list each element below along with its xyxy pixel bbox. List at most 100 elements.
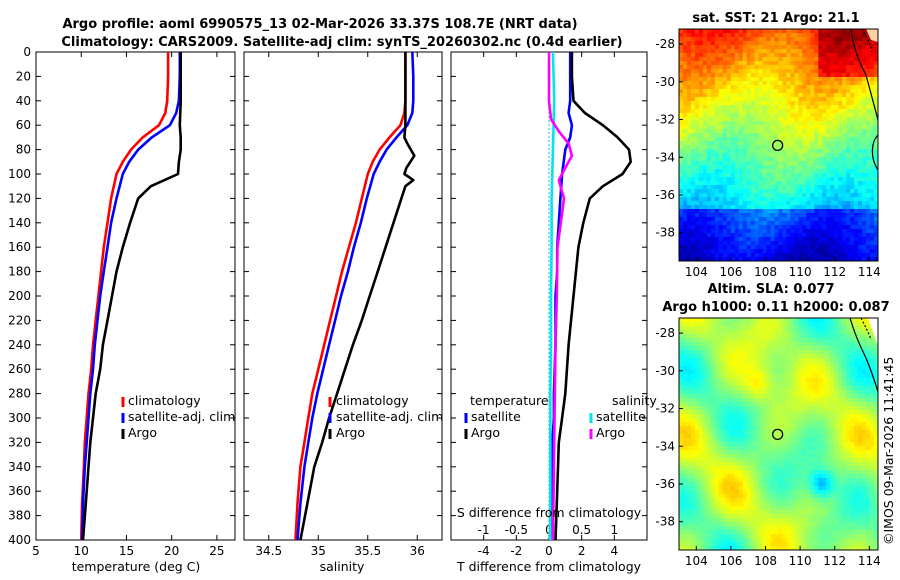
- map-cell: [698, 29, 704, 34]
- map-cell: [782, 237, 787, 242]
- map-cell: [698, 370, 704, 375]
- map-cell: [874, 137, 878, 142]
- map-cell: [798, 177, 803, 182]
- map-cell: [790, 113, 795, 118]
- map-cell: [698, 241, 704, 246]
- map-cell: [826, 105, 831, 110]
- map-cell: [870, 338, 875, 343]
- map-cell: [790, 117, 795, 122]
- map-cell: [846, 334, 851, 339]
- map-cell: [758, 133, 763, 138]
- map-cell: [734, 438, 740, 443]
- map-cell: [726, 410, 732, 415]
- map-cell: [870, 378, 875, 383]
- map-cell: [679, 394, 684, 399]
- map-cell: [734, 221, 740, 226]
- map-cell: [814, 342, 819, 347]
- map-cell: [798, 73, 803, 78]
- map-cell: [702, 334, 708, 339]
- map-cell: [750, 189, 756, 194]
- map-cell: [726, 37, 732, 42]
- map-cell: [810, 350, 815, 355]
- map-cell: [850, 342, 855, 347]
- map-cell: [850, 221, 855, 226]
- map-cell: [842, 362, 847, 367]
- map-cell: [690, 97, 696, 102]
- map-cell: [746, 161, 752, 166]
- map-cell: [679, 77, 684, 82]
- map-cell: [842, 422, 847, 427]
- map-cell: [874, 69, 878, 74]
- map-cell: [862, 362, 867, 367]
- map-cell: [866, 370, 871, 375]
- s-tick-label: -0.5: [505, 523, 528, 537]
- map-cell: [746, 209, 752, 214]
- map-cell: [702, 125, 708, 130]
- map-cell: [862, 225, 867, 230]
- map-cell: [710, 402, 716, 407]
- map-cell: [802, 177, 807, 182]
- map-cell: [714, 326, 720, 331]
- map-cell: [818, 410, 823, 415]
- map-cell: [822, 233, 827, 238]
- map-cell: [830, 129, 835, 134]
- map-cell: [838, 209, 843, 214]
- map-cell: [758, 157, 763, 162]
- map-cell: [826, 61, 831, 66]
- map-cell: [814, 442, 819, 447]
- map-cell: [730, 454, 736, 459]
- map-cell: [758, 165, 763, 170]
- map-cell: [818, 422, 823, 427]
- map-cell: [702, 422, 708, 427]
- map-cell: [679, 49, 684, 54]
- map-cell: [762, 426, 767, 431]
- map-cell: [818, 37, 823, 42]
- map-cell: [722, 382, 728, 387]
- map-cell: [754, 438, 759, 443]
- map-cell: [830, 137, 835, 142]
- map-cell: [710, 57, 716, 62]
- map-cell: [850, 237, 855, 242]
- map-cell: [698, 322, 704, 327]
- map-cell: [734, 153, 740, 158]
- map-cell: [686, 318, 692, 323]
- map-cell: [862, 342, 867, 347]
- map-cell: [790, 422, 795, 427]
- map-cell: [746, 29, 752, 34]
- map-cell: [862, 378, 867, 383]
- map-cell: [834, 29, 839, 34]
- map-cell: [806, 209, 811, 214]
- map-cell: [690, 201, 696, 206]
- map-cell: [706, 101, 712, 106]
- map-cell: [710, 201, 716, 206]
- map-cell: [738, 326, 744, 331]
- map-cell: [750, 410, 756, 415]
- map-cell: [838, 213, 843, 218]
- map-cell: [782, 394, 787, 399]
- map-cell: [790, 57, 795, 62]
- map-cell: [722, 225, 728, 230]
- map-cell: [702, 85, 708, 90]
- map-cell: [782, 165, 787, 170]
- map-cell: [698, 77, 704, 82]
- map-cell: [810, 161, 815, 166]
- map-cell: [778, 225, 783, 230]
- map-cell: [866, 334, 871, 339]
- map-cell: [774, 57, 779, 62]
- map-cell: [834, 249, 839, 254]
- map-cell: [850, 29, 855, 34]
- map-cell: [834, 434, 839, 439]
- map-cell: [822, 145, 827, 150]
- map-cell: [762, 386, 767, 391]
- map-cell: [774, 113, 779, 118]
- map-cell: [690, 362, 696, 367]
- map-cell: [834, 406, 839, 411]
- map-cell: [814, 233, 819, 238]
- map-cell: [850, 125, 855, 130]
- map-cell: [686, 370, 692, 375]
- map-cell: [854, 57, 859, 62]
- map-cell: [694, 197, 700, 202]
- map-cell: [698, 197, 704, 202]
- map-cell: [862, 113, 867, 118]
- map-cell: [794, 217, 799, 222]
